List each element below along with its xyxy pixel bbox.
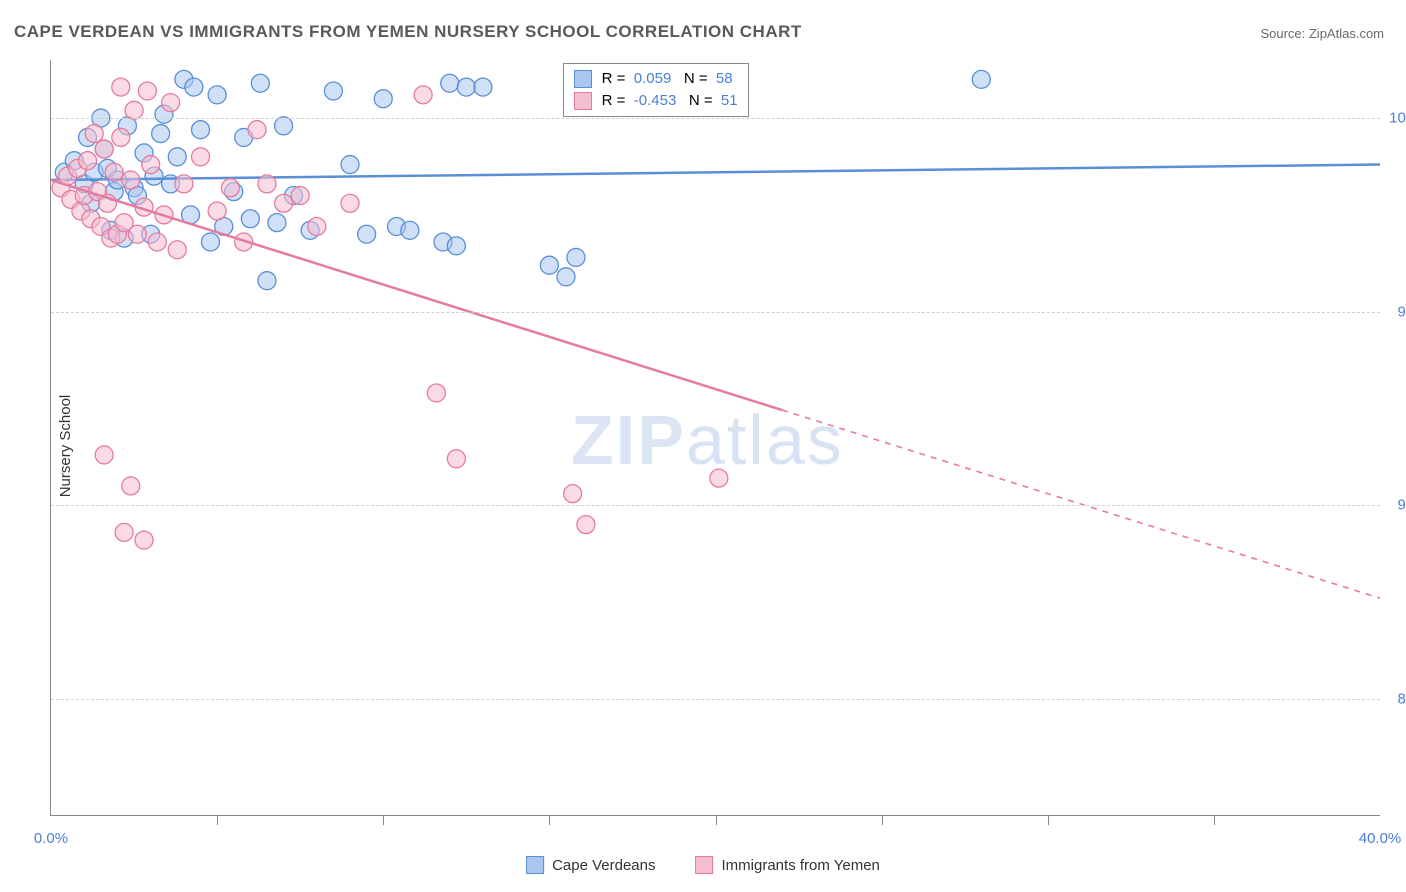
trend-line-dashed	[782, 410, 1380, 598]
scatter-point	[185, 78, 203, 96]
legend-label: Immigrants from Yemen	[722, 857, 880, 874]
ytick-label: 85.0%	[1385, 690, 1406, 707]
scatter-point	[251, 74, 269, 92]
scatter-point	[122, 171, 140, 189]
corr-text: R = -0.453 N = 51	[602, 90, 738, 112]
xtick	[549, 815, 550, 825]
gridline	[51, 699, 1380, 700]
scatter-point	[374, 90, 392, 108]
gridline	[51, 312, 1380, 313]
scatter-point	[115, 523, 133, 541]
scatter-point	[241, 210, 259, 228]
scatter-point	[358, 225, 376, 243]
scatter-point	[142, 156, 160, 174]
scatter-point	[710, 469, 728, 487]
correlation-legend: R = 0.059 N = 58R = -0.453 N = 51	[563, 63, 749, 117]
scatter-point	[79, 152, 97, 170]
trend-line	[51, 180, 782, 410]
legend-swatch	[574, 92, 592, 110]
scatter-point	[540, 256, 558, 274]
scatter-point	[125, 101, 143, 119]
scatter-point	[105, 163, 123, 181]
scatter-point	[567, 248, 585, 266]
scatter-point	[112, 78, 130, 96]
scatter-point	[577, 516, 595, 534]
scatter-point	[168, 241, 186, 259]
scatter-point	[128, 225, 146, 243]
corr-legend-row: R = -0.453 N = 51	[574, 90, 738, 112]
ytick-label: 95.0%	[1385, 303, 1406, 320]
legend-swatch	[526, 856, 544, 874]
scatter-point	[168, 148, 186, 166]
scatter-point	[414, 86, 432, 104]
ytick-label: 100.0%	[1385, 110, 1406, 127]
scatter-point	[221, 179, 239, 197]
scatter-point	[162, 94, 180, 112]
scatter-point	[341, 194, 359, 212]
xtick-label: 40.0%	[1359, 830, 1402, 847]
scatter-point	[152, 125, 170, 143]
scatter-point	[95, 446, 113, 464]
scatter-point	[972, 70, 990, 88]
scatter-point	[441, 74, 459, 92]
bottom-legend: Cape Verdeans Immigrants from Yemen	[526, 856, 880, 874]
trend-line	[51, 165, 1380, 180]
legend-swatch	[574, 70, 592, 88]
corr-legend-row: R = 0.059 N = 58	[574, 68, 738, 90]
scatter-point	[564, 485, 582, 503]
scatter-point	[474, 78, 492, 96]
scatter-point	[201, 233, 219, 251]
scatter-point	[192, 148, 210, 166]
scatter-point	[447, 237, 465, 255]
scatter-point	[138, 82, 156, 100]
scatter-point	[192, 121, 210, 139]
scatter-point	[291, 187, 309, 205]
chart-svg	[51, 60, 1380, 815]
source-label: Source: ZipAtlas.com	[1260, 26, 1384, 41]
scatter-point	[341, 156, 359, 174]
xtick	[217, 815, 218, 825]
xtick-label: 0.0%	[34, 830, 68, 847]
legend-item: Cape Verdeans	[526, 856, 655, 874]
chart-title: CAPE VERDEAN VS IMMIGRANTS FROM YEMEN NU…	[14, 22, 802, 42]
xtick	[882, 815, 883, 825]
xtick	[1214, 815, 1215, 825]
scatter-point	[258, 175, 276, 193]
xtick	[383, 815, 384, 825]
scatter-point	[557, 268, 575, 286]
scatter-point	[427, 384, 445, 402]
scatter-point	[135, 531, 153, 549]
scatter-point	[447, 450, 465, 468]
scatter-point	[258, 272, 276, 290]
legend-swatch	[696, 856, 714, 874]
scatter-point	[275, 194, 293, 212]
scatter-point	[324, 82, 342, 100]
scatter-point	[275, 117, 293, 135]
scatter-point	[401, 221, 419, 239]
scatter-point	[112, 128, 130, 146]
scatter-point	[248, 121, 266, 139]
corr-text: R = 0.059 N = 58	[602, 68, 733, 90]
scatter-point	[268, 214, 286, 232]
scatter-point	[85, 125, 103, 143]
legend-item: Immigrants from Yemen	[696, 856, 880, 874]
scatter-point	[208, 202, 226, 220]
scatter-point	[208, 86, 226, 104]
ytick-label: 90.0%	[1385, 497, 1406, 514]
scatter-point	[148, 233, 166, 251]
scatter-point	[95, 140, 113, 158]
scatter-point	[457, 78, 475, 96]
xtick	[716, 815, 717, 825]
xtick	[1048, 815, 1049, 825]
legend-label: Cape Verdeans	[552, 857, 655, 874]
gridline	[51, 118, 1380, 119]
scatter-point	[122, 477, 140, 495]
plot-area: ZIPatlas R = 0.059 N = 58R = -0.453 N = …	[50, 60, 1380, 816]
scatter-point	[175, 175, 193, 193]
scatter-point	[308, 217, 326, 235]
gridline	[51, 505, 1380, 506]
